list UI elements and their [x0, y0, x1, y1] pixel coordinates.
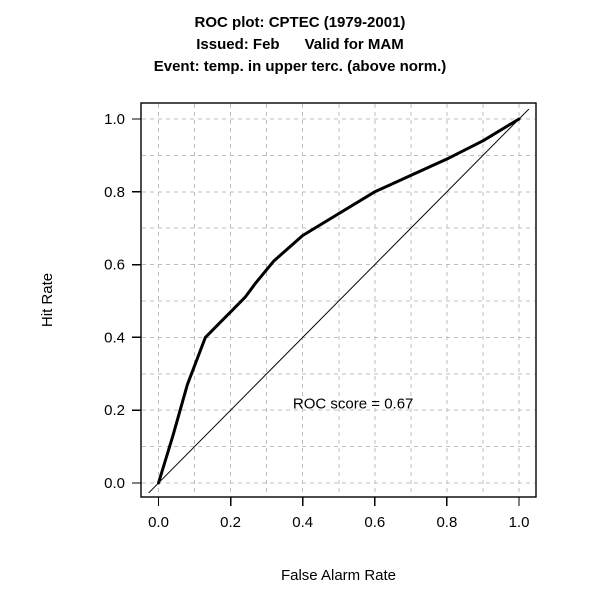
y-tick-label-4: 0.8 — [104, 184, 125, 201]
x-tick-label-3: 0.6 — [364, 514, 385, 531]
roc-score-annotation: ROC score = 0.67 — [293, 395, 413, 412]
y-tick-label-1: 0.2 — [104, 402, 125, 419]
y-tick-label-2: 0.4 — [104, 329, 125, 346]
grid-lines — [142, 104, 535, 496]
x-tick-label-1: 0.2 — [220, 514, 241, 531]
y-tick-label-0: 0.0 — [104, 475, 125, 492]
x-tick-label-0: 0.0 — [148, 514, 169, 531]
y-axis: 0.0 0.2 0.4 0.6 0.8 1.0 Hit Rate — [39, 111, 141, 492]
title-line-2: Issued: Feb Valid for MAM — [196, 36, 404, 53]
x-tick-label-5: 1.0 — [509, 514, 530, 531]
y-tick-label-5: 1.0 — [104, 111, 125, 128]
y-tick-label-3: 0.6 — [104, 257, 125, 274]
title-line-1: ROC plot: CPTEC (1979-2001) — [194, 14, 406, 31]
title-line-3: Event: temp. in upper terc. (above norm.… — [153, 58, 447, 75]
data-series — [148, 108, 530, 494]
annotations: ROC score = 0.67 — [293, 395, 413, 412]
x-axis: 0.0 0.2 0.4 0.6 0.8 1.0 False Alarm Rate — [148, 497, 529, 584]
x-tick-label-4: 0.8 — [436, 514, 457, 531]
no-skill-diagonal-line — [148, 108, 530, 494]
x-axis-title: False Alarm Rate — [281, 567, 396, 584]
y-axis-title: Hit Rate — [39, 273, 56, 327]
x-tick-label-2: 0.4 — [292, 514, 313, 531]
diagonal-clip-group — [148, 108, 530, 494]
figure-title-block: ROC plot: CPTEC (1979-2001) Issued: Feb … — [0, 12, 600, 78]
plot-frame — [140, 102, 537, 498]
roc-curve-path — [157, 117, 521, 485]
